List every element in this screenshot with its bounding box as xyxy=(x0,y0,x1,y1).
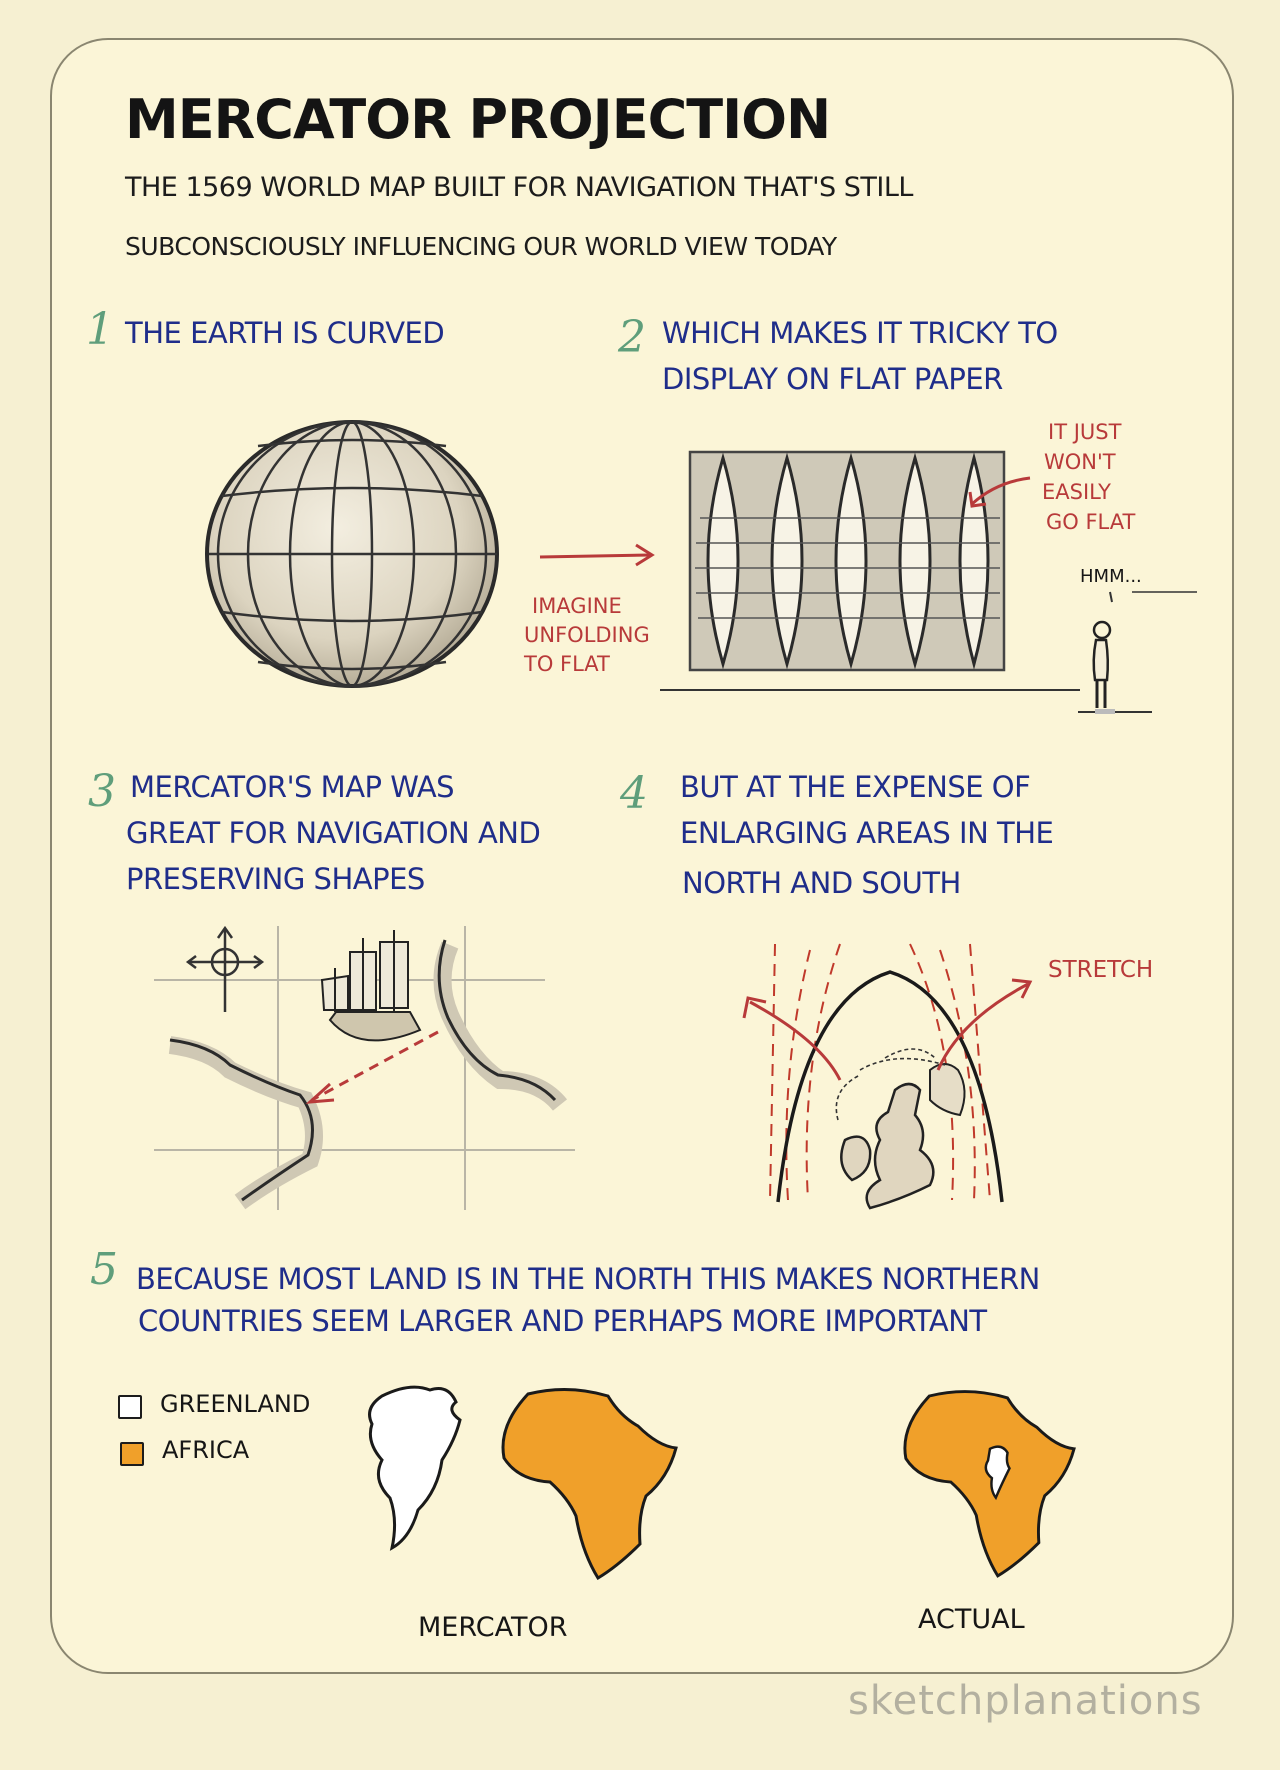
section-3-heading-line-2: GREAT FOR NAVIGATION AND xyxy=(126,816,541,850)
legend-greenland-swatch xyxy=(118,1395,142,1419)
section-2-heading-line-2: DISPLAY ON FLAT PAPER xyxy=(662,362,1003,396)
section-4-heading-line-1: BUT AT THE EXPENSE OF xyxy=(680,770,1031,804)
coast-east xyxy=(433,941,568,1111)
legend-greenland-label: GREENLAND xyxy=(160,1390,311,1418)
legend-africa-swatch xyxy=(120,1442,144,1466)
ship-icon xyxy=(320,930,422,1042)
imagine-line-3: TO FLAT xyxy=(524,652,610,676)
subtitle-line-1: THE 1569 WORLD MAP BUILT FOR NAVIGATION … xyxy=(125,172,913,203)
globe-illustration xyxy=(205,420,499,688)
brand-watermark: sketchplanations xyxy=(848,1678,1203,1724)
coast-west xyxy=(168,1036,323,1210)
wont-line-1: IT JUST xyxy=(1048,420,1122,444)
navigation-map xyxy=(154,925,575,1210)
section-4-heading-line-3: NORTH AND SOUTH xyxy=(682,866,961,900)
wont-arrow xyxy=(968,476,1031,508)
caption-actual: ACTUAL xyxy=(918,1604,1025,1635)
section-5-number: 5 xyxy=(90,1244,118,1295)
wont-line-4: GO FLAT xyxy=(1046,510,1136,534)
section-5-heading-line-1: BECAUSE MOST LAND IS IN THE NORTH THIS M… xyxy=(136,1262,1040,1296)
stretch-diagram xyxy=(742,943,1033,1210)
gores-panel xyxy=(660,450,1080,691)
hmm-thought: HMM... xyxy=(1080,566,1142,587)
imagine-line-2: UNFOLDING xyxy=(524,623,650,647)
africa-mercator-shape xyxy=(501,1388,678,1581)
legend-africa-label: AFRICA xyxy=(162,1436,250,1464)
british-isles-shape xyxy=(835,1048,966,1210)
section-3-number: 3 xyxy=(88,766,116,817)
section-1-number: 1 xyxy=(86,304,114,355)
wont-line-2: WON'T xyxy=(1044,450,1116,474)
imagine-line-1: IMAGINE xyxy=(532,594,622,618)
section-5-heading-line-2: COUNTRIES SEEM LARGER AND PERHAPS MORE I… xyxy=(138,1304,987,1338)
wont-line-3: EASILY xyxy=(1042,480,1111,504)
section-3-heading-line-1: MERCATOR'S MAP WAS xyxy=(130,770,455,804)
page-title: MERCATOR PROJECTION xyxy=(125,88,831,151)
section-4-number: 4 xyxy=(620,768,648,819)
person-figure xyxy=(1078,591,1197,714)
section-1-heading: THE EARTH IS CURVED xyxy=(125,316,445,350)
section-2-heading-line-1: WHICH MAKES IT TRICKY TO xyxy=(662,316,1058,350)
africa-actual-shape xyxy=(903,1390,1076,1578)
card-frame xyxy=(50,38,1234,1674)
subtitle-line-2: SUBCONSCIOUSLY INFLUENCING OUR WORLD VIE… xyxy=(125,232,837,261)
caption-mercator: MERCATOR xyxy=(418,1612,568,1643)
compass-icon xyxy=(185,925,265,1012)
unfold-arrow xyxy=(539,543,655,567)
section-2-number: 2 xyxy=(618,312,646,363)
stretch-note: STRETCH xyxy=(1048,957,1154,983)
section-3-heading-line-3: PRESERVING SHAPES xyxy=(126,862,425,896)
greenland-mercator-shape xyxy=(368,1385,462,1551)
section-4-heading-line-2: ENLARGING AREAS IN THE xyxy=(680,816,1054,850)
